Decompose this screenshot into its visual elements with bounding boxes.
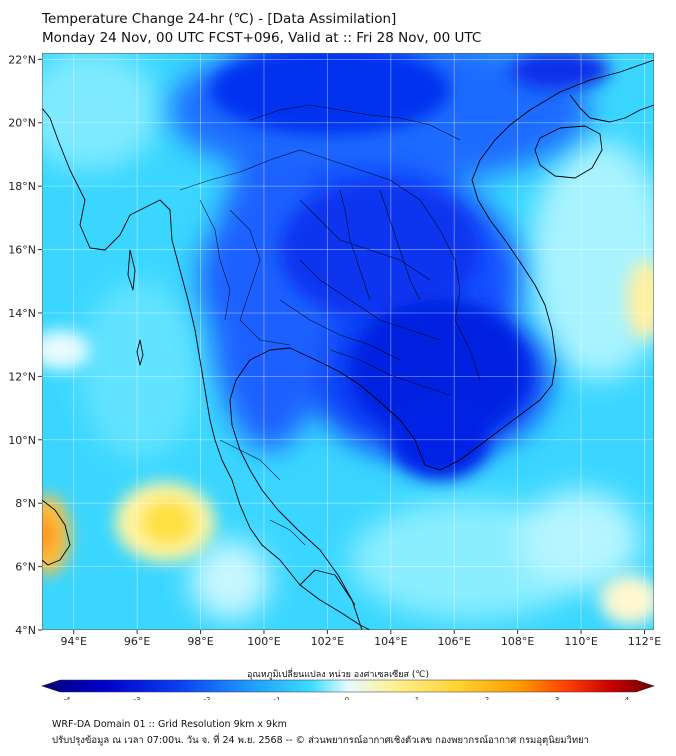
lon-tick-label: 104°E <box>374 635 407 648</box>
light-cyan-field <box>42 53 654 620</box>
graticule <box>42 53 654 630</box>
lon-tick-label: 112°E <box>628 635 661 648</box>
lat-tick-label: 18°N <box>8 180 36 193</box>
lon-tick-label: 106°E <box>438 635 471 648</box>
colorbar-tick-label: -4 <box>64 696 72 700</box>
lon-tick-label: 98°E <box>187 635 213 648</box>
colorbar-tick-label: 3 <box>555 696 559 700</box>
colorbar-tick-label: 2 <box>485 696 489 700</box>
lat-tick-label: 16°N <box>8 244 36 257</box>
lon-tick-label: 102°E <box>311 635 344 648</box>
colorbar-tick-label: 4 <box>625 696 630 700</box>
lon-tick-label: 100°E <box>247 635 280 648</box>
map-title: Temperature Change 24-hr (℃) - [Data Ass… <box>42 11 397 27</box>
lat-tick-label: 4°N <box>15 624 36 637</box>
admin-borders <box>179 104 481 546</box>
lat-tick-label: 12°N <box>8 370 36 383</box>
lon-tick-label: 94°E <box>60 635 86 648</box>
coastlines <box>42 59 654 630</box>
lat-tick-label: 6°N <box>15 561 36 574</box>
colorbar-tick-label: 0 <box>345 696 349 700</box>
colorbar-tick-label: -2 <box>204 696 211 700</box>
warming-field <box>42 260 654 625</box>
colorbar: -4 -3 -2 -1 0 1 2 3 4 <box>41 679 655 700</box>
lat-tick-label: 10°N <box>8 434 36 447</box>
lon-tick-label: 108°E <box>501 635 534 648</box>
colorbar-label: อุณหภูมิเปลี่ยนแปลง หน่วย องศาเซลเซียส (… <box>246 670 430 680</box>
latitude-tick-labels: 4°N 6°N 8°N 10°N 12°N 14°N 16°N 18°N 20°N 22°N <box>8 53 42 637</box>
colorbar-tick-label: -3 <box>134 696 141 700</box>
colorbar-tick-label: 1 <box>415 696 419 700</box>
lon-tick-label: 96°E <box>124 635 150 648</box>
update-credit: ปรับปรุงข้อมูล ณ เวลา 07:00น. วัน จ. ที่… <box>52 735 590 746</box>
lat-tick-label: 20°N <box>8 117 36 130</box>
colorbar-tick-label: -1 <box>274 696 281 700</box>
longitude-tick-labels: 94°E 96°E 98°E 100°E 102°E 104°E 106°E 108°E 110… <box>60 630 661 648</box>
model-info: WRF-DA Domain 01 :: Grid Resolution 9km … <box>52 719 287 730</box>
temperature-change-map: 94°E 96°E 98°E 100°E 102°E 104°E 106°E 108°E 110… <box>8 53 661 700</box>
lat-tick-label: 8°N <box>15 497 36 510</box>
lat-tick-label: 14°N <box>8 307 36 320</box>
lat-tick-label: 22°N <box>8 53 36 66</box>
lon-tick-label: 110°E <box>564 635 597 648</box>
map-subtitle: Monday 24 Nov, 00 UTC FCST+096, Valid at… <box>42 30 482 46</box>
